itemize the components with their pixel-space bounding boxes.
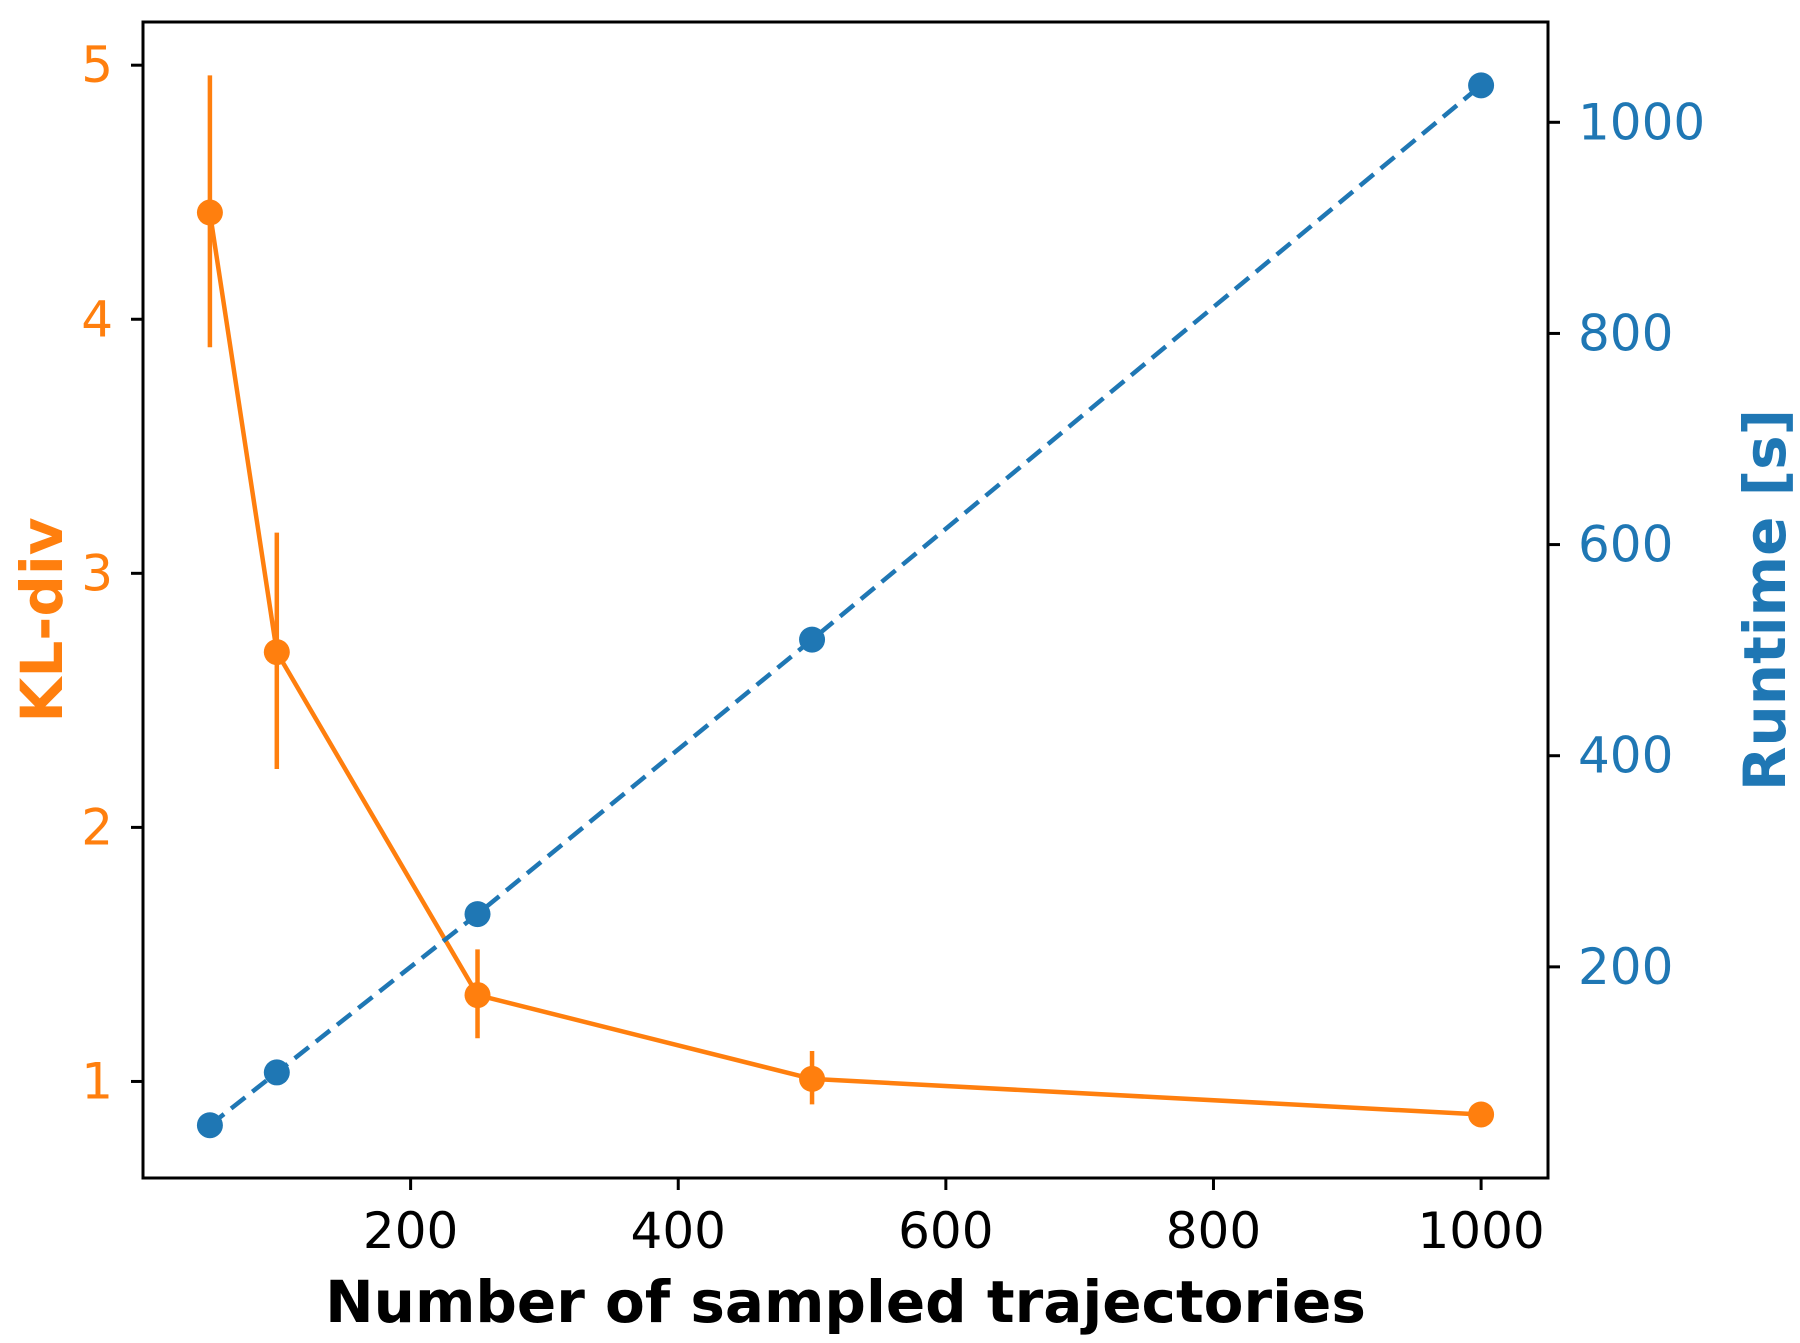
x-axis-title: Number of sampled trajectories xyxy=(325,1268,1366,1336)
data-point xyxy=(799,1065,826,1092)
y-left-tick-label: 3 xyxy=(81,544,113,602)
y-right-tick-label: 600 xyxy=(1578,516,1673,574)
y-left-tick-label: 1 xyxy=(81,1052,113,1110)
data-point xyxy=(263,639,290,666)
data-point xyxy=(464,982,491,1009)
y-left-tick-label: 5 xyxy=(81,36,113,94)
data-point xyxy=(196,199,223,226)
plot-area xyxy=(196,72,1495,1139)
y-right-tick-label: 800 xyxy=(1578,304,1673,362)
x-tick-label: 600 xyxy=(898,1202,993,1260)
axes-frame xyxy=(141,20,1550,1180)
data-point xyxy=(799,626,826,653)
series-line xyxy=(207,212,1482,1117)
y-axis-right: 200 400 600 800 1000 xyxy=(1548,93,1705,996)
x-tick-label: 1000 xyxy=(1417,1202,1544,1260)
y-left-tick-label: 4 xyxy=(81,290,113,348)
y-axis-left: 1 2 3 4 5 xyxy=(81,36,143,1110)
data-point xyxy=(464,901,491,928)
x-tick-label: 200 xyxy=(363,1202,458,1260)
data-point xyxy=(196,1112,223,1139)
y-axis-right-title: Runtime [s] xyxy=(1731,409,1799,791)
data-point xyxy=(1468,72,1495,99)
data-point xyxy=(1468,1101,1495,1128)
x-tick-label: 800 xyxy=(1166,1202,1261,1260)
x-axis: 200 400 600 800 1000 xyxy=(363,1178,1545,1260)
series-line xyxy=(208,83,1483,1127)
series-kl-div xyxy=(196,75,1495,1128)
x-tick-label: 400 xyxy=(631,1202,726,1260)
data-point xyxy=(263,1059,290,1086)
y-right-tick-label: 400 xyxy=(1578,727,1673,785)
y-right-tick-label: 1000 xyxy=(1578,93,1705,151)
y-axis-left-title: KL-div xyxy=(8,517,76,722)
y-right-tick-label: 200 xyxy=(1578,938,1673,996)
y-left-tick-label: 2 xyxy=(81,798,113,856)
series-runtime xyxy=(196,72,1495,1139)
